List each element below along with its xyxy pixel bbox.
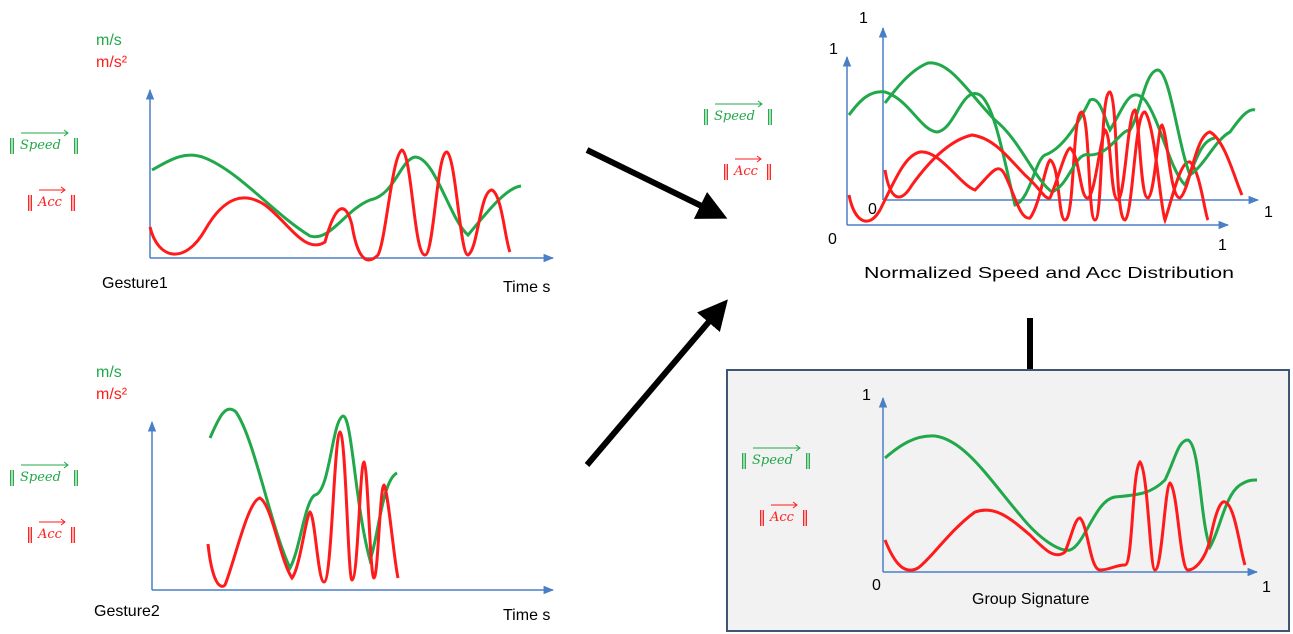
svg-text:Speed: Speed (20, 138, 61, 153)
svg-text:‖: ‖ (72, 467, 80, 486)
svg-text:‖: ‖ (69, 524, 77, 543)
svg-text:‖: ‖ (8, 467, 16, 486)
svg-text:‖: ‖ (26, 192, 34, 211)
signature-speed-curve (884, 434, 1258, 552)
svg-text:‖: ‖ (766, 106, 774, 125)
signature-y-tick: 1 (862, 387, 871, 404)
svg-text:Acc: Acc (37, 527, 63, 542)
normalized-front-origin: 0 (868, 201, 877, 218)
svg-text:‖: ‖ (804, 450, 812, 469)
normalized-back-x-tick: 1 (1218, 237, 1227, 254)
gesture1-speed-curve (151, 153, 522, 239)
gesture2-time-label: Time s (503, 607, 550, 624)
svg-text:‖: ‖ (722, 161, 730, 180)
normalized-back-origin: 0 (828, 231, 837, 248)
normalized-caption: Normalized Speed and Acc Distribution (864, 265, 1234, 282)
speed-norm-symbol: ‖ Speed ‖ (740, 444, 812, 469)
gesture2-panel: m/s m/s² ‖ Speed ‖ ‖ Acc ‖ Gesture2 Time… (8, 364, 555, 624)
signature-origin: 0 (872, 577, 881, 594)
svg-text:‖: ‖ (740, 450, 748, 469)
gesture1-time-label: Time s (503, 279, 550, 296)
gesture2-label: Gesture2 (94, 603, 160, 620)
speed-norm-symbol: ‖ Speed ‖ (8, 129, 80, 154)
signature-acc-curve (883, 459, 1247, 572)
speed-norm-symbol: ‖ Speed ‖ (8, 461, 80, 486)
gesture2-acc-curve (206, 430, 400, 588)
svg-text:Speed: Speed (752, 453, 793, 468)
svg-text:‖: ‖ (72, 135, 80, 154)
gesture1-panel: m/s m/s² ‖ Speed ‖ ‖ Acc ‖ Gesture1 Time… (8, 32, 555, 296)
acc-unit-label: m/s² (96, 386, 128, 403)
acc-unit-label: m/s² (96, 54, 128, 71)
svg-text:Speed: Speed (20, 470, 61, 485)
svg-text:Acc: Acc (37, 195, 63, 210)
normalized-back-acc-curve (847, 90, 1210, 225)
signature-caption: Group Signature (972, 591, 1090, 608)
svg-text:‖: ‖ (26, 524, 34, 543)
normalized-back-y-tick: 1 (829, 41, 838, 58)
svg-text:‖: ‖ (801, 507, 809, 526)
normalized-front-y-tick: 1 (859, 10, 868, 27)
acc-norm-symbol: ‖ Acc ‖ (722, 155, 773, 180)
speed-unit-label: m/s (96, 364, 122, 381)
svg-text:Acc: Acc (769, 510, 795, 525)
acc-norm-symbol: ‖ Acc ‖ (758, 501, 809, 526)
normalized-front-acc-curve (883, 108, 1244, 202)
normalized-back-speed-curve (847, 90, 1216, 207)
acc-norm-symbol: ‖ Acc ‖ (26, 518, 77, 543)
svg-text:Speed: Speed (714, 109, 755, 124)
flow-arrow-from-gesture2 (584, 299, 728, 467)
svg-text:‖: ‖ (702, 106, 710, 125)
signature-x-tick: 1 (1262, 579, 1271, 596)
normalized-front-x-tick: 1 (1264, 204, 1273, 221)
flow-arrow-from-gesture1 (585, 147, 728, 219)
svg-text:‖: ‖ (765, 161, 773, 180)
svg-text:‖: ‖ (69, 192, 77, 211)
group-signature-panel: ‖ Speed ‖ ‖ Acc ‖ 1 0 1 Group Signature (726, 369, 1290, 632)
svg-text:Acc: Acc (733, 164, 759, 179)
gesture1-acc-curve (148, 148, 512, 262)
normalized-panel: ‖ Speed ‖ ‖ Acc ‖ 1 1 0 0 1 1 Normalized… (702, 10, 1273, 282)
normalized-front-speed-curve (883, 61, 1256, 194)
svg-text:‖: ‖ (758, 507, 766, 526)
speed-norm-symbol: ‖ Speed ‖ (702, 100, 774, 125)
speed-unit-label: m/s (96, 32, 122, 49)
svg-text:‖: ‖ (8, 135, 16, 154)
gesture1-label: Gesture1 (102, 275, 168, 292)
acc-norm-symbol: ‖ Acc ‖ (26, 186, 77, 211)
